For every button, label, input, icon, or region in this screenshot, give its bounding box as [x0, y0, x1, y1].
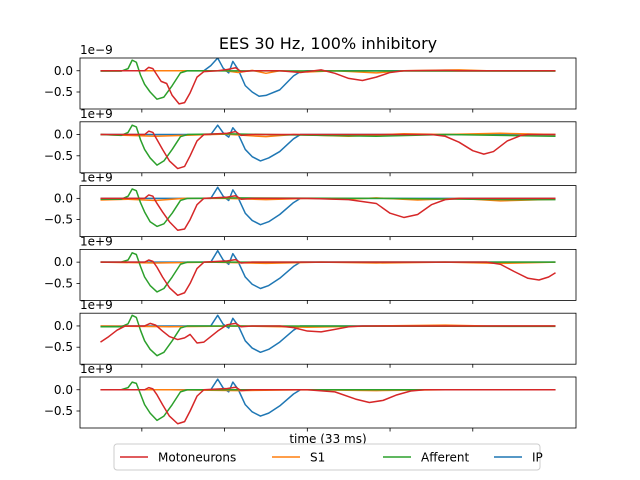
- axes-frame: [79, 248, 577, 301]
- y-tick-label: 0.0: [54, 255, 73, 269]
- y-tick-label: −0.5: [44, 340, 73, 354]
- series-line-motoneurons: [100, 66, 556, 105]
- series-line-motoneurons: [100, 258, 556, 297]
- y-scale-offset-label: 1e+9: [80, 234, 113, 248]
- y-scale-offset-label: 1e+9: [80, 171, 113, 185]
- legend-box: [113, 443, 541, 471]
- series-line-ip: [100, 124, 556, 162]
- chart-title: EES 30 Hz, 100% inhibitory: [219, 34, 437, 53]
- axes-frame: [79, 376, 577, 429]
- subplot-1: 0.0 −0.5 1e−9: [44, 43, 577, 113]
- series-line-motoneurons: [100, 130, 556, 170]
- subplot-5: 0.0 −0.5 1e+9: [44, 298, 577, 368]
- series-line-ip: [100, 249, 556, 290]
- y-tick-label: 0.0: [54, 383, 73, 397]
- series-group: [100, 314, 556, 357]
- series-line-afferent: [100, 252, 556, 293]
- series-line-ip: [100, 58, 556, 97]
- legend-entry-ip: IP: [494, 451, 543, 465]
- legend-entry-afferent: Afferent: [383, 451, 470, 465]
- y-tick-label: 0.0: [54, 191, 73, 205]
- series-group: [100, 58, 556, 105]
- subplot-panels: 0.0 −0.5 1e−9 0.0 −0.5 1e+9 0.0 −0.5 1e+9 0.0 −0.5…: [44, 43, 577, 432]
- y-tick-label: −0.5: [44, 213, 73, 227]
- y-tick-label: 0.0: [54, 128, 73, 142]
- series-line-motoneurons: [100, 386, 556, 425]
- series-line-ip: [100, 186, 556, 226]
- series-line-afferent: [100, 314, 556, 357]
- series-group: [100, 249, 556, 297]
- y-tick-label: −0.5: [44, 276, 73, 290]
- series-group: [100, 378, 556, 425]
- subplot-6: 0.0 −0.5 1e+9: [44, 362, 577, 432]
- axes-frame: [79, 312, 577, 365]
- series-group: [100, 186, 556, 231]
- series-line-motoneurons: [100, 194, 556, 231]
- subplot-2: 0.0 −0.5 1e+9: [44, 107, 577, 177]
- legend-entry-motoneurons: Motoneurons: [120, 451, 236, 465]
- subplot-4: 0.0 −0.5 1e+9: [44, 234, 577, 304]
- y-scale-offset-label: 1e+9: [80, 362, 113, 376]
- legend-entry-s1: S1: [272, 451, 325, 465]
- legend-label: Motoneurons: [158, 451, 236, 465]
- legend-label: IP: [532, 451, 543, 465]
- y-tick-label: 0.0: [54, 64, 73, 78]
- series-line-afferent: [100, 59, 556, 100]
- legend: Motoneurons S1 Afferent IP: [113, 443, 543, 471]
- y-tick-label: −0.5: [44, 85, 73, 99]
- y-scale-offset-label: 1e−9: [80, 43, 113, 57]
- legend-label: Afferent: [421, 451, 470, 465]
- subplot-3: 0.0 −0.5 1e+9: [44, 171, 577, 241]
- y-tick-label: 0.0: [54, 319, 73, 333]
- y-scale-offset-label: 1e+9: [80, 298, 113, 312]
- y-scale-offset-label: 1e+9: [80, 107, 113, 121]
- y-tick-label: −0.5: [44, 149, 73, 163]
- series-group: [100, 124, 556, 170]
- x-axis-label: time (33 ms): [289, 432, 366, 446]
- legend-label: S1: [310, 451, 325, 465]
- series-line-ip: [100, 314, 556, 354]
- series-line-motoneurons: [100, 322, 556, 344]
- axes-frame: [79, 57, 577, 110]
- series-line-afferent: [100, 381, 556, 422]
- axes-frame: [79, 185, 577, 238]
- series-line-ip: [100, 378, 556, 417]
- axes-frame: [79, 121, 577, 174]
- y-tick-label: −0.5: [44, 404, 73, 418]
